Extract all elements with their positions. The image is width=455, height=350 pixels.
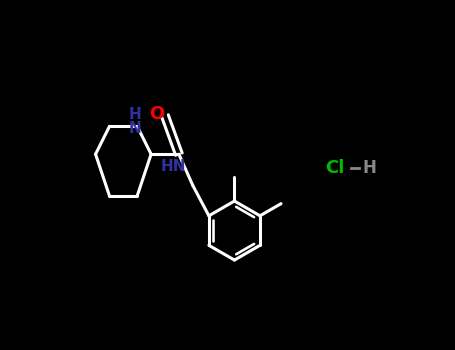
Text: HN: HN — [161, 159, 187, 174]
Text: N: N — [129, 121, 142, 135]
Text: H: H — [363, 159, 377, 177]
Text: O: O — [149, 105, 164, 123]
Text: Cl: Cl — [325, 159, 345, 177]
Text: H: H — [129, 107, 142, 122]
